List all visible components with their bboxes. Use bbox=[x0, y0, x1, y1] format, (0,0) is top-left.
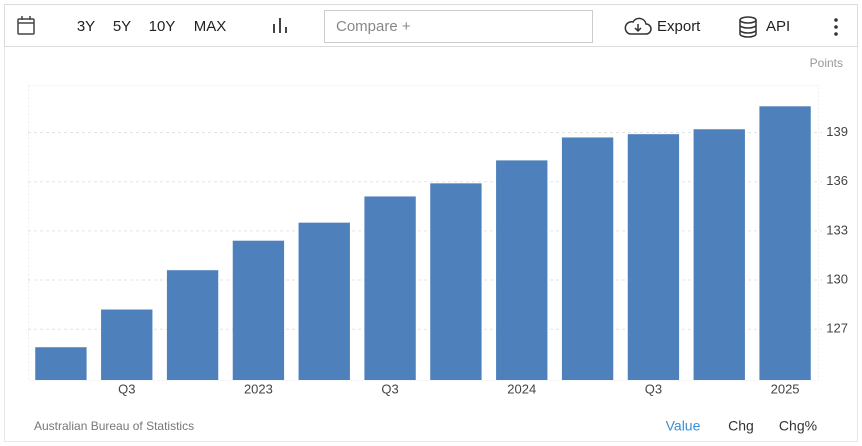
y-tick-label: 130 bbox=[826, 271, 848, 286]
y-axis-label: Points bbox=[810, 56, 843, 70]
bar bbox=[232, 240, 285, 380]
x-tick-label: 2024 bbox=[507, 381, 536, 396]
export-button[interactable]: Export bbox=[657, 18, 701, 35]
bar bbox=[496, 160, 548, 380]
bar bbox=[364, 196, 416, 380]
range-button[interactable]: MAX bbox=[194, 18, 227, 35]
range-button[interactable]: 5Y bbox=[113, 18, 131, 35]
x-tick-label: 2023 bbox=[244, 381, 273, 396]
bar bbox=[561, 137, 614, 380]
bar bbox=[101, 309, 153, 380]
bar bbox=[298, 222, 350, 380]
compare-placeholder: Compare + bbox=[336, 18, 411, 35]
range-button[interactable]: 10Y bbox=[149, 18, 176, 35]
bar bbox=[430, 183, 482, 380]
bar bbox=[166, 270, 219, 380]
y-tick-label: 127 bbox=[826, 321, 848, 336]
chart-type-icon[interactable] bbox=[273, 18, 287, 33]
bar bbox=[627, 134, 680, 380]
export-icon[interactable] bbox=[624, 17, 652, 35]
tab[interactable]: Chg bbox=[728, 418, 754, 434]
source: Australian Bureau of Statistics bbox=[34, 419, 194, 433]
api-icon[interactable] bbox=[739, 16, 757, 38]
tab[interactable]: Chg% bbox=[779, 418, 817, 434]
menu-icon[interactable] bbox=[834, 18, 838, 36]
bar bbox=[759, 106, 811, 381]
bar bbox=[693, 129, 745, 380]
api-button[interactable]: API bbox=[766, 18, 790, 35]
range-button[interactable]: 3Y bbox=[77, 18, 95, 35]
y-tick-label: 139 bbox=[826, 124, 848, 139]
x-tick-label: 2025 bbox=[771, 381, 800, 396]
y-tick-label: 133 bbox=[826, 222, 848, 237]
tab[interactable]: Value bbox=[666, 418, 701, 434]
bar bbox=[35, 347, 87, 380]
compare-input[interactable] bbox=[324, 10, 593, 43]
plot-area bbox=[28, 85, 819, 381]
x-tick-label: Q3 bbox=[381, 381, 398, 396]
y-tick-label: 136 bbox=[826, 173, 848, 188]
x-tick-label: Q3 bbox=[645, 381, 662, 396]
x-tick-label: Q3 bbox=[118, 381, 135, 396]
calendar-icon[interactable] bbox=[17, 16, 35, 35]
